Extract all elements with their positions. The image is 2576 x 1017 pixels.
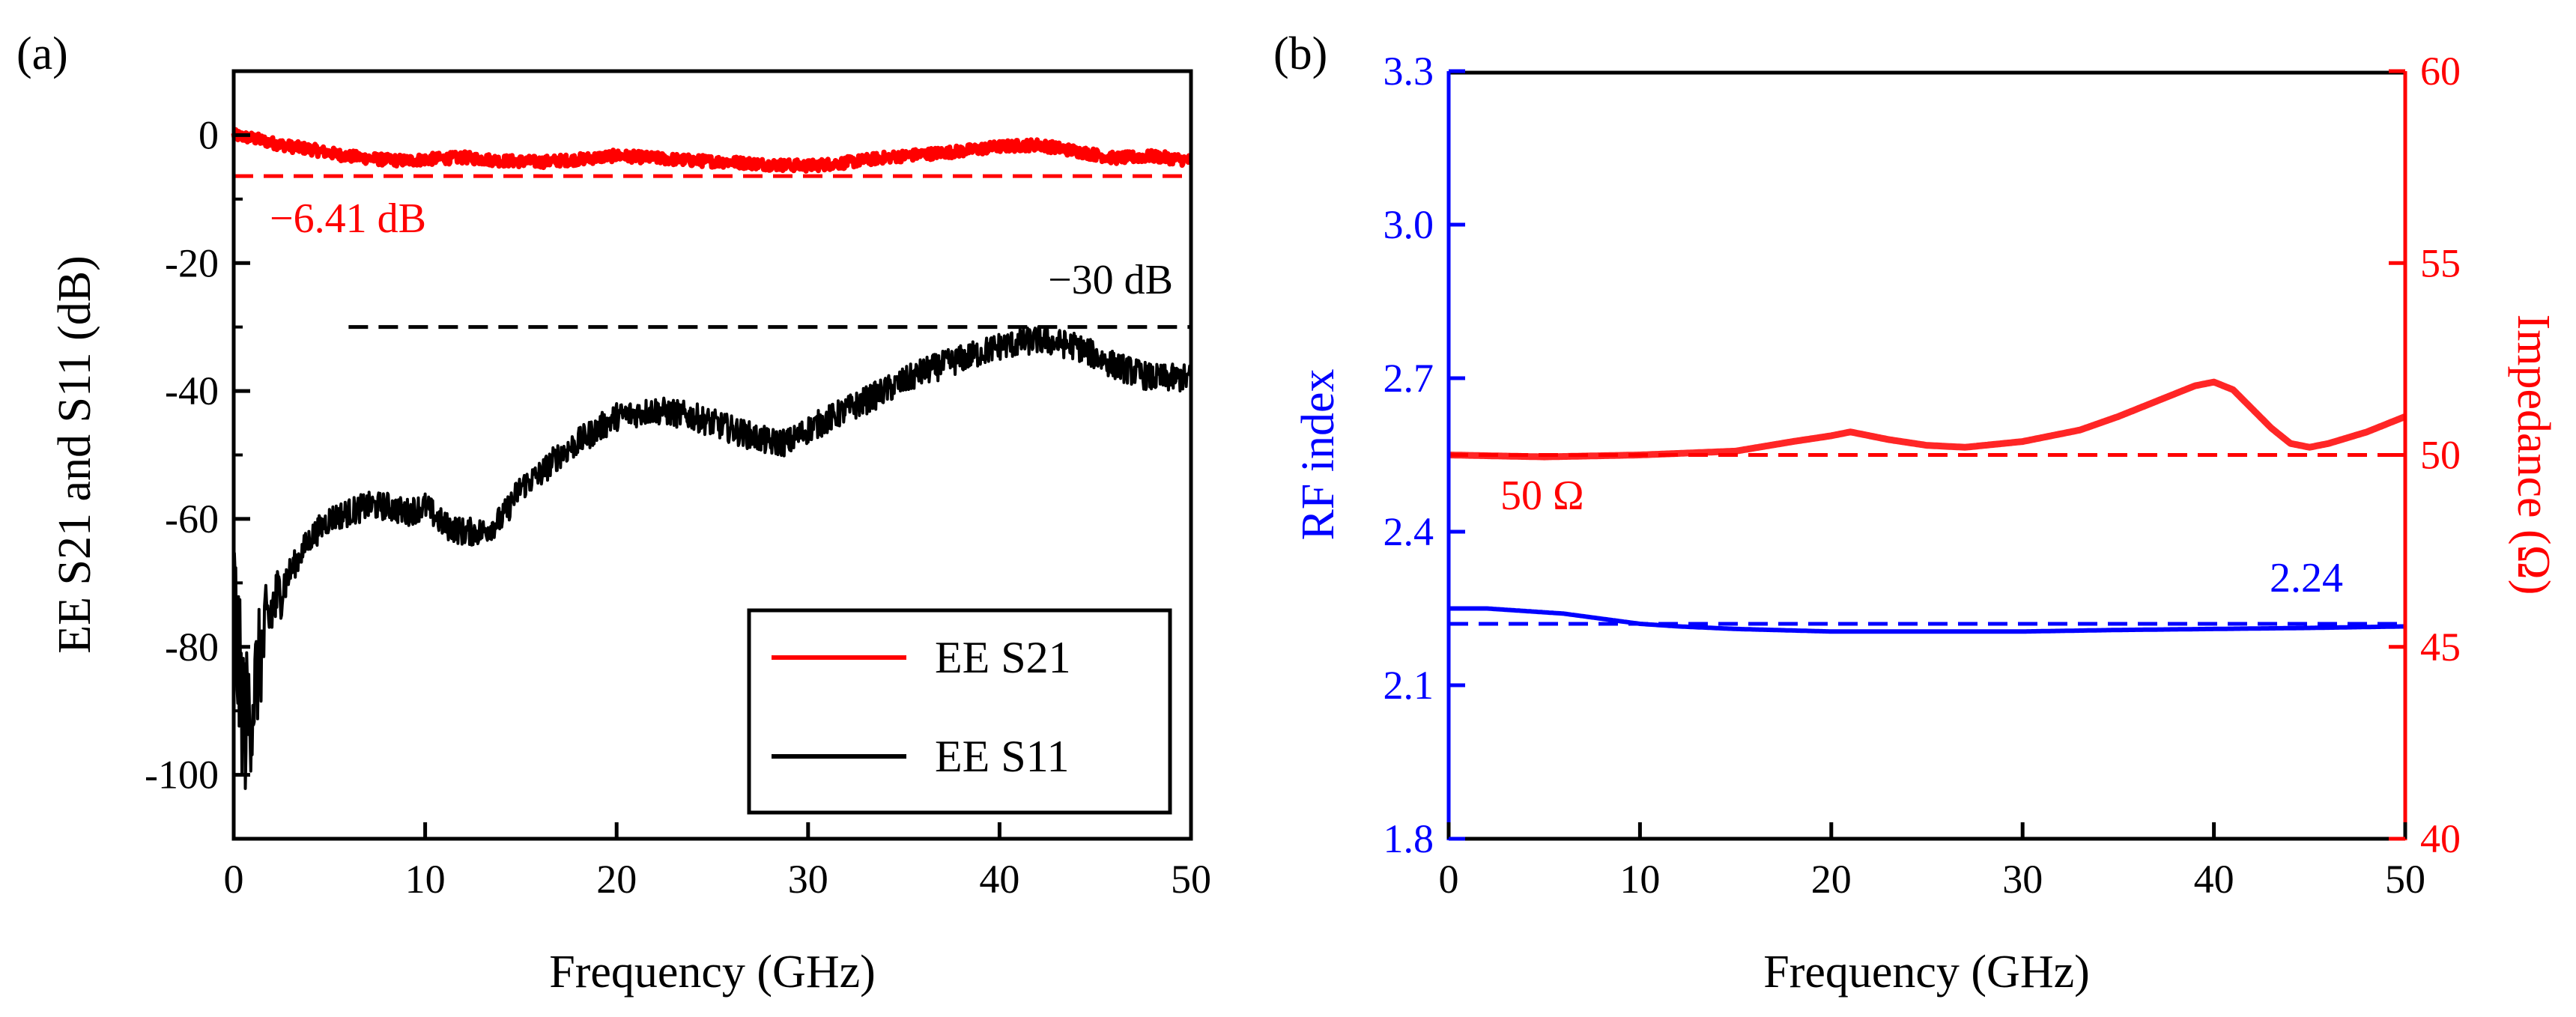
panel-a: (a) 0 10 20 30 40 50 0 -20 -40 -60 -80 -100 Freque…: [16, 28, 1211, 998]
panel-b-left-y-tick-label-1: 2.1: [1384, 663, 1434, 708]
panel-b-right-y-tick-label-4: 60: [2420, 49, 2461, 94]
panel-b-x-axis-title: Frequency (GHz): [1763, 947, 2090, 998]
legend-box: [747, 608, 1172, 815]
panel-b-right-y-tick-label-0: 40: [2420, 816, 2461, 861]
panel-b-left-y-tick-label-0: 1.8: [1384, 816, 1434, 861]
panel-a-x-axis-title: Frequency (GHz): [549, 947, 876, 998]
panel-a-y-tick-label-4: -80: [165, 625, 219, 670]
panel-a-y-tick-label-3: -60: [165, 497, 219, 541]
panel-b-rf-index-ref-label: 2.24: [2270, 555, 2343, 601]
panel-b-left-y-tick-label-3: 2.7: [1384, 356, 1434, 401]
panel-b-x-ticks: 0 10 20 30 40 50: [1439, 822, 2425, 902]
panel-a-y-tick-label-0: 0: [198, 112, 219, 157]
panel-a-y-tick-label-1: -20: [165, 240, 219, 285]
panel-a-legend: EE S21 EE S11: [747, 608, 1172, 815]
panel-a-series-ee-s11: [232, 325, 1192, 790]
panel-a-x-tick-label-1: 10: [405, 857, 446, 902]
panel-a-x-tick-label-4: 40: [979, 857, 1019, 902]
panel-b-series-impedance: [1446, 378, 2407, 461]
panel-b-series-rf-index: [1448, 606, 2406, 634]
panel-b-plot-area: [1446, 378, 2407, 634]
panel-a-x-ticks: 0 10 20 30 40 50: [224, 822, 1211, 902]
panel-b-impedance-ref-label: 50 Ω: [1500, 473, 1584, 519]
panel-b-left-y-tick-label-2: 2.4: [1384, 509, 1434, 554]
panel-a-x-tick-label-3: 30: [788, 857, 828, 902]
panel-a-s11-ref-label: −30 dB: [1048, 257, 1173, 303]
panel-a-x-tick-label-0: 0: [224, 857, 244, 902]
panel-b-x-tick-label-4: 40: [2194, 857, 2234, 902]
panel-b-right-y-tick-label-2: 50: [2420, 433, 2461, 478]
panel-b: (b) 0 10 20 30 40 50 1.82.12.42.73.03.3 40455…: [1273, 28, 2559, 998]
panel-b-left-y-tick-label-4: 3.0: [1384, 202, 1434, 247]
legend-label-ee-s21: EE S21: [935, 633, 1071, 682]
panel-b-right-y-ticks: 40 45 50 55 60: [2389, 49, 2461, 861]
panel-a-series-ee-s21: [231, 127, 1193, 174]
panel-b-left-y-ticks: 1.8 2.1 2.4 2.7 3.0 3.3: [1384, 49, 1465, 861]
legend-label-ee-s11: EE S11: [935, 732, 1069, 781]
panel-a-y-ticks: 0 -20 -40 -60 -80 -100: [145, 70, 250, 798]
panel-a-x-tick-label-5: 50: [1171, 857, 1211, 902]
panel-b-x-tick-label-3: 30: [2002, 857, 2043, 902]
panel-a-x-tick-label-2: 20: [596, 857, 637, 902]
panel-a-y-tick-label-5: -100: [145, 753, 219, 798]
panel-b-right-y-axis-title: Impedance (Ω): [2508, 315, 2559, 595]
panel-b-left-y-tick-label-5: 3.3: [1384, 49, 1434, 94]
panel-a-label: (a): [16, 28, 68, 79]
panel-a-y-tick-label-2: -40: [165, 368, 219, 413]
panel-a-y-axis-title: EE S21 and S11 (dB): [49, 255, 100, 654]
panel-b-x-tick-label-0: 0: [1439, 857, 1459, 902]
panel-a-plot-area: [231, 127, 1193, 790]
panel-b-right-y-tick-label-3: 55: [2420, 240, 2461, 285]
panel-b-left-y-axis-title: RF index: [1293, 368, 1344, 540]
panel-b-x-tick-label-2: 20: [1811, 857, 1852, 902]
panel-b-label: (b): [1273, 28, 1327, 79]
panel-b-x-tick-label-5: 50: [2385, 857, 2425, 902]
panel-a-s21-ref-label: −6.41 dB: [270, 195, 426, 242]
panel-b-x-tick-label-1: 10: [1619, 857, 1660, 902]
panel-b-right-y-tick-label-1: 45: [2420, 625, 2461, 670]
